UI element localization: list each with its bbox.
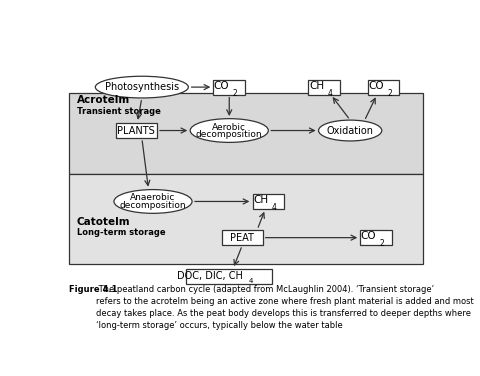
Text: decomposition: decomposition [196, 130, 263, 139]
FancyBboxPatch shape [69, 93, 423, 174]
FancyBboxPatch shape [214, 80, 245, 95]
Text: DOC, DIC, CH: DOC, DIC, CH [177, 271, 243, 280]
Text: Transient storage: Transient storage [77, 107, 161, 116]
FancyBboxPatch shape [186, 269, 272, 284]
Text: 2: 2 [387, 89, 392, 98]
Text: The peatland carbon cycle (adapted from McLaughlin 2004). ‘Transient storage’
re: The peatland carbon cycle (adapted from … [96, 285, 474, 330]
Text: Photosynthesis: Photosynthesis [105, 82, 179, 92]
Text: Long-term storage: Long-term storage [77, 228, 166, 237]
Text: Oxidation: Oxidation [327, 126, 373, 135]
FancyBboxPatch shape [308, 80, 340, 95]
Text: 2: 2 [380, 240, 384, 249]
Text: 4: 4 [272, 203, 277, 212]
Text: PEAT: PEAT [230, 233, 254, 243]
FancyBboxPatch shape [368, 80, 399, 95]
Text: Figure 4.1: Figure 4.1 [69, 285, 118, 294]
Text: CH: CH [309, 81, 324, 91]
FancyBboxPatch shape [252, 194, 284, 209]
Text: Catotelm: Catotelm [77, 217, 131, 227]
Ellipse shape [190, 119, 268, 143]
Text: 2: 2 [233, 89, 238, 98]
FancyBboxPatch shape [360, 230, 392, 245]
FancyBboxPatch shape [69, 174, 423, 264]
Text: CH: CH [253, 195, 268, 205]
Text: CO: CO [360, 232, 376, 241]
Text: 4: 4 [328, 89, 333, 98]
Text: Aerobic: Aerobic [212, 123, 246, 132]
Text: Acrotelm: Acrotelm [77, 95, 130, 105]
FancyBboxPatch shape [222, 230, 263, 245]
Ellipse shape [96, 76, 188, 98]
Text: PLANTS: PLANTS [118, 126, 155, 135]
Text: decomposition: decomposition [120, 201, 186, 210]
Text: Anaerobic: Anaerobic [130, 194, 176, 203]
Ellipse shape [319, 120, 382, 141]
Text: CO: CO [368, 81, 384, 91]
Ellipse shape [114, 190, 192, 213]
Text: 4: 4 [249, 279, 253, 285]
Text: CO: CO [214, 81, 229, 91]
FancyBboxPatch shape [116, 123, 156, 138]
